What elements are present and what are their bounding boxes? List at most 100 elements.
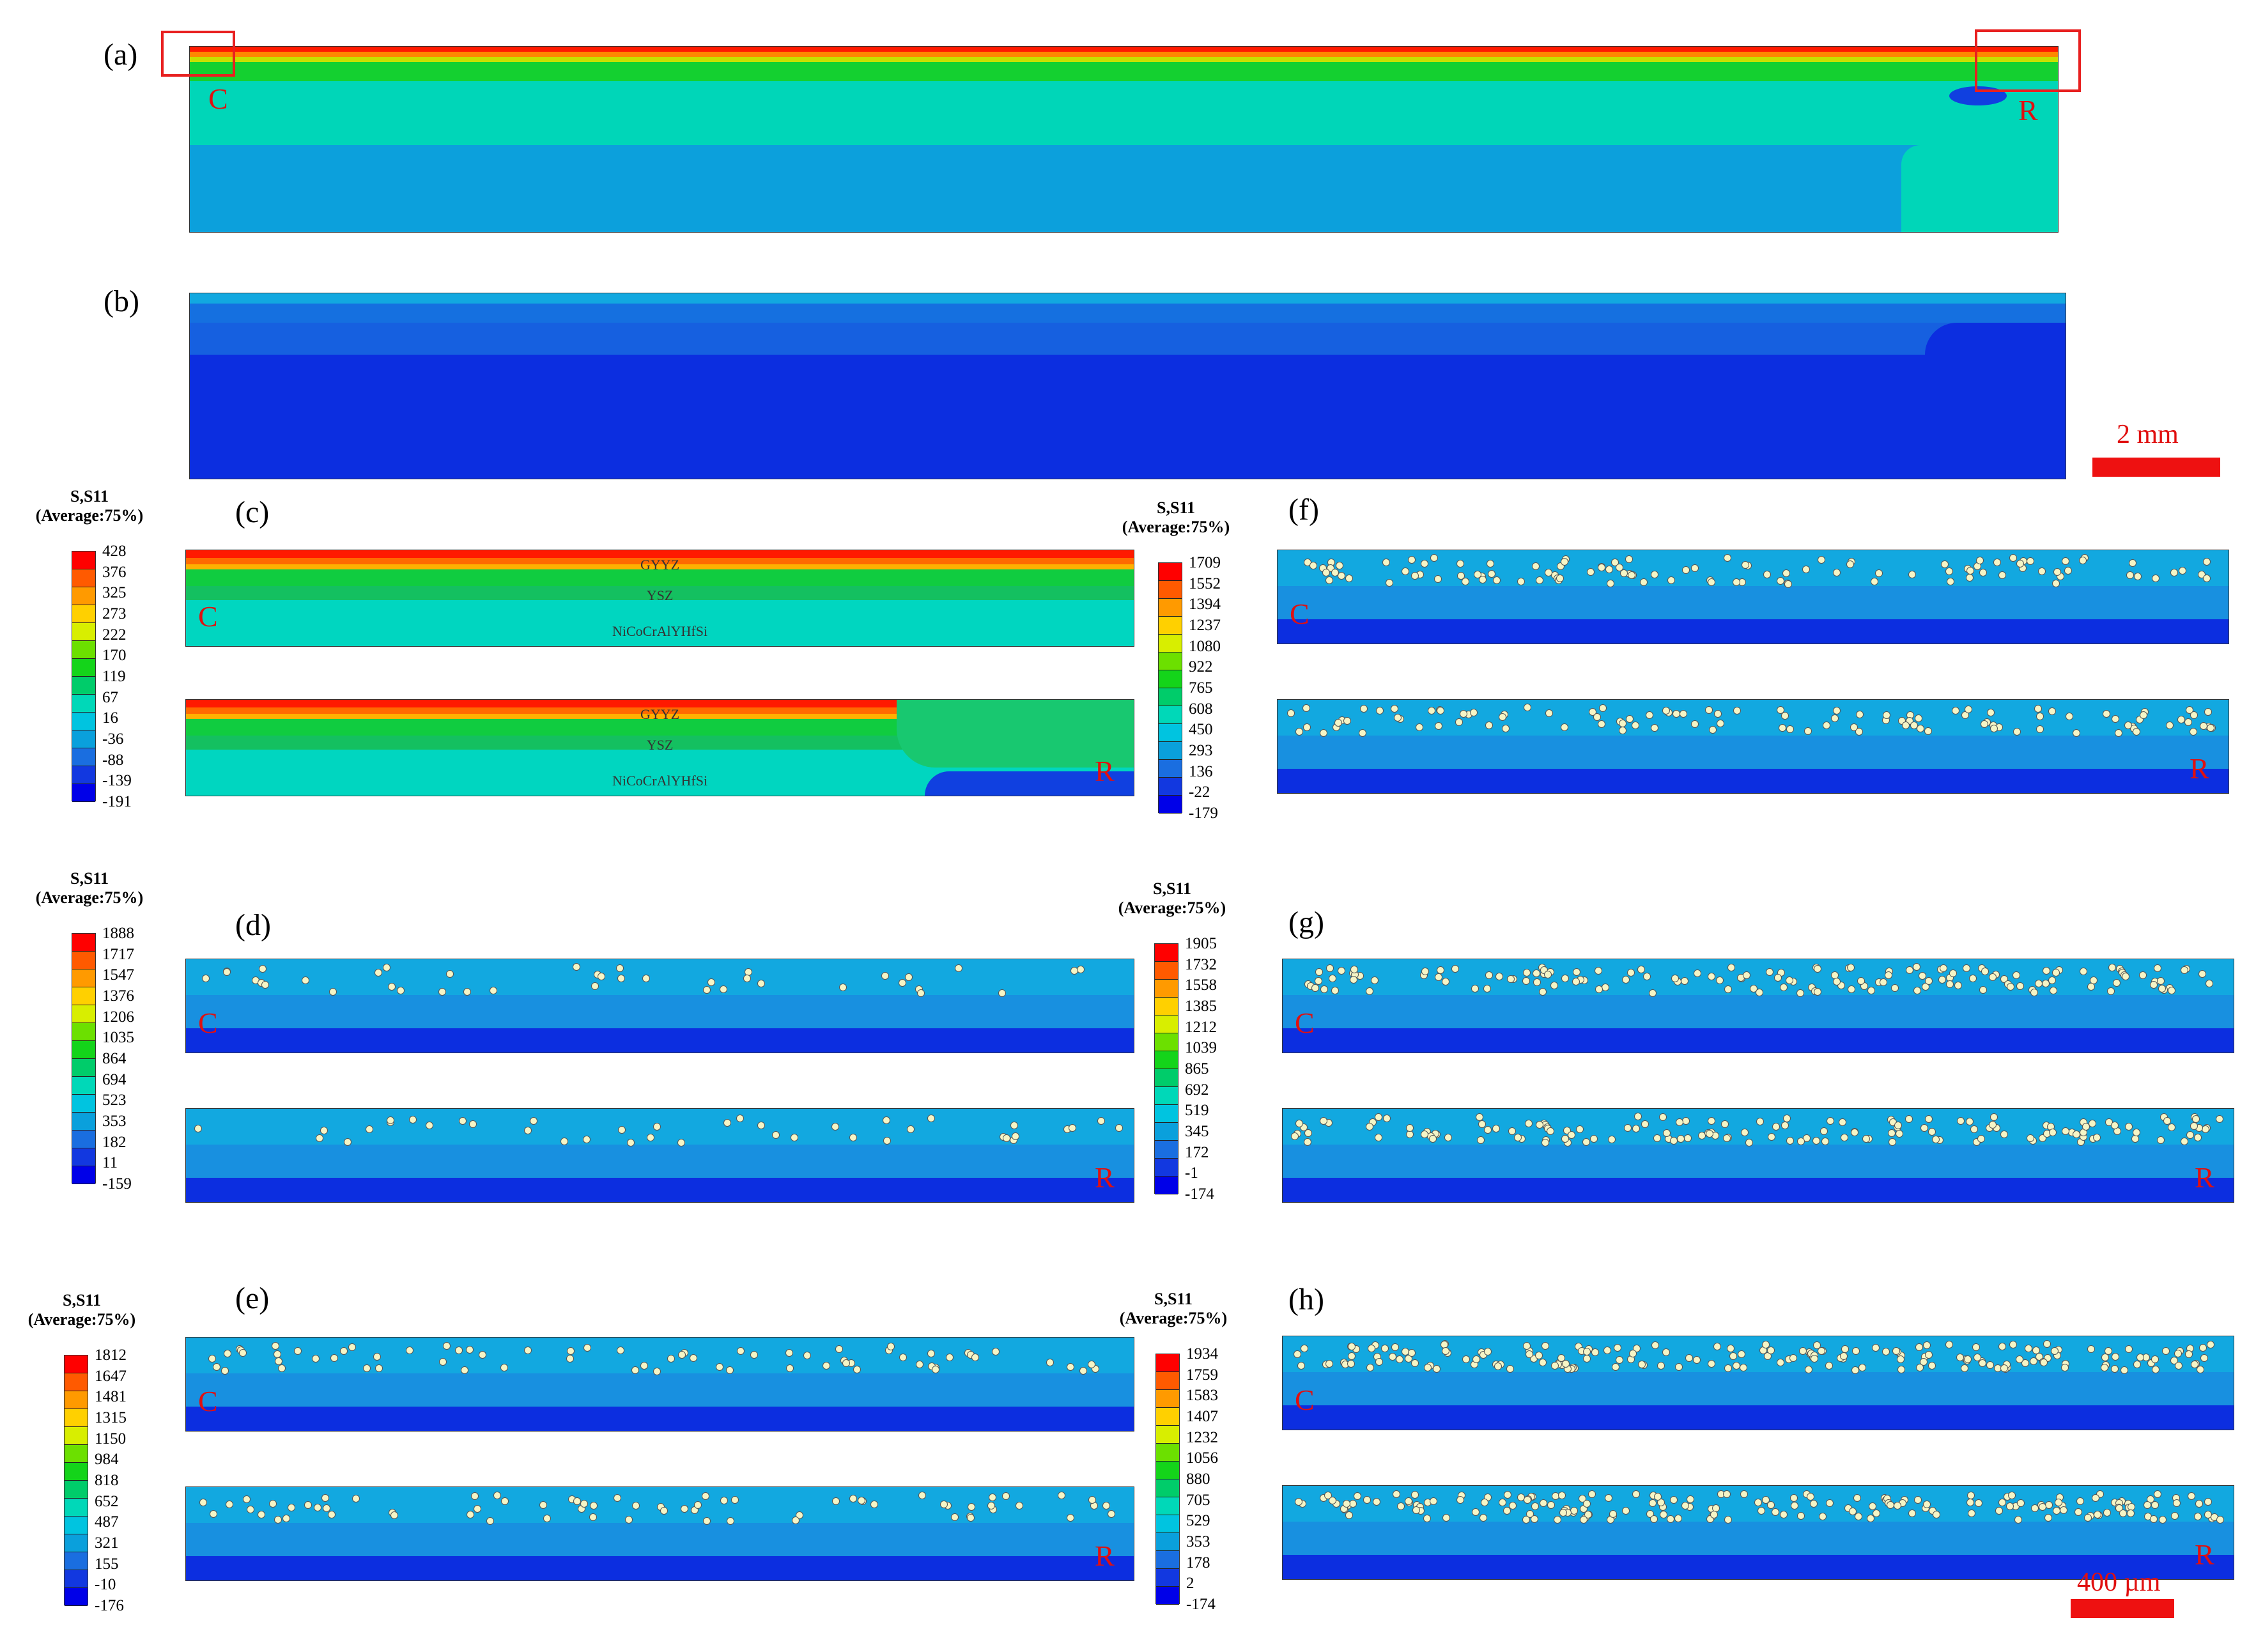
particle-dot xyxy=(1397,1502,1405,1511)
particle-dot xyxy=(1653,1134,1662,1142)
particle-dot xyxy=(1716,719,1724,727)
particle-dot xyxy=(1916,724,1924,732)
particle-dot xyxy=(1928,1127,1936,1136)
particle-dot xyxy=(1913,1496,1922,1504)
particle-dot xyxy=(1850,1128,1858,1136)
panel-h-strip-1 xyxy=(1282,1336,2234,1430)
legend-swatch xyxy=(72,569,95,587)
particle-dot xyxy=(1611,1363,1619,1371)
particle-dot xyxy=(667,1355,676,1363)
particle-dot xyxy=(1456,1496,1464,1504)
particle-dot xyxy=(1485,971,1493,979)
stress-band xyxy=(186,564,1134,569)
particle-dot xyxy=(1350,975,1358,984)
particle-dot xyxy=(2151,1501,2159,1509)
particle-dot xyxy=(271,1342,279,1350)
legend-swatch xyxy=(1156,1372,1179,1390)
particle-dot xyxy=(2036,725,2044,733)
particle-dot xyxy=(2133,1361,2142,1368)
legend-swatch xyxy=(72,1005,95,1023)
particle-dot xyxy=(1363,1496,1371,1504)
legend-title-f: S,S11 (Average:75%) xyxy=(1112,498,1240,537)
legend-swatch xyxy=(1155,1105,1178,1123)
marker-c-d-1: C xyxy=(198,1007,218,1039)
particle-dot xyxy=(1727,963,1735,971)
legend-swatch xyxy=(65,1355,88,1373)
particle-dot xyxy=(1615,564,1623,572)
legend-title-line1: S,S11 xyxy=(63,1291,101,1309)
particle-dot xyxy=(1499,713,1507,722)
particle-dot xyxy=(736,1114,745,1122)
legend-swatch xyxy=(1155,1123,1178,1141)
particle-dot xyxy=(2195,1500,2204,1508)
particle-dot xyxy=(2168,986,2176,994)
particle-dot xyxy=(1366,987,1374,995)
particle-dot xyxy=(998,989,1006,997)
particle-dot xyxy=(1670,1495,1678,1504)
particle-dot xyxy=(2203,557,2211,566)
particle-dot xyxy=(2163,1116,2171,1125)
particle-dot xyxy=(2215,1115,2223,1123)
legend-tick-label: 1056 xyxy=(1186,1449,1218,1467)
legend-tick-label: 519 xyxy=(1185,1102,1209,1120)
particle-dot xyxy=(1966,1499,1974,1507)
particle-dot xyxy=(1295,1120,1304,1128)
particle-dot xyxy=(539,1501,547,1509)
particle-dot xyxy=(589,1502,598,1510)
particle-dot xyxy=(2094,1510,2102,1518)
particle-dot xyxy=(1416,723,1424,732)
particle-dot xyxy=(1067,1513,1075,1522)
legend-swatch xyxy=(1159,617,1182,635)
particle-dot xyxy=(2009,1340,2017,1348)
particle-dot xyxy=(1428,1135,1437,1143)
particle-dot xyxy=(835,1345,843,1354)
particle-dot xyxy=(2119,1509,2128,1517)
particle-dot xyxy=(1473,571,1481,579)
particle-dot xyxy=(723,1119,731,1127)
particle-dot xyxy=(1915,1343,1923,1352)
particle-dot xyxy=(2140,711,2148,719)
particle-dot xyxy=(1831,714,1839,723)
particle-dot xyxy=(1358,729,1366,737)
legend-swatch xyxy=(72,1077,95,1095)
particle-dot xyxy=(1720,1120,1729,1129)
particle-dot xyxy=(1989,1121,1997,1129)
stress-band xyxy=(186,1338,1134,1374)
stress-band xyxy=(1283,1405,2234,1430)
legend-swatch xyxy=(72,1059,95,1077)
particle-dot xyxy=(2103,1508,2112,1517)
particle-dot xyxy=(1774,973,1782,982)
legend-tick-label: 1150 xyxy=(95,1430,127,1447)
particle-dot xyxy=(1989,725,1998,733)
particle-dot xyxy=(242,1495,251,1503)
particle-dot xyxy=(1534,1352,1543,1360)
legend-tick-label: 178 xyxy=(1186,1554,1210,1571)
particle-dot xyxy=(1986,708,1995,716)
particle-dot xyxy=(1523,704,1531,712)
particle-dot xyxy=(1852,1347,1860,1355)
particle-dot xyxy=(1833,706,1841,714)
particle-dot xyxy=(438,987,446,996)
particle-dot xyxy=(1708,973,1716,981)
particle-dot xyxy=(1940,560,1949,569)
particle-dot xyxy=(2194,1513,2202,1521)
edge-stress-zone xyxy=(896,700,1134,768)
particle-dot xyxy=(1012,1132,1020,1140)
particle-dot xyxy=(1437,706,1445,714)
particle-dot xyxy=(1632,1490,1641,1499)
particle-dot xyxy=(2124,721,2132,729)
particle-dot xyxy=(566,1355,574,1363)
particle-dot xyxy=(2168,1123,2176,1132)
particle-dot xyxy=(726,1517,734,1525)
stress-band xyxy=(186,1523,1134,1557)
particle-dot xyxy=(1625,555,1634,563)
particle-dot xyxy=(1674,1514,1682,1522)
particle-dot xyxy=(1609,1510,1617,1518)
particle-dot xyxy=(2189,727,2197,736)
panel-a-contour xyxy=(189,46,2059,233)
particle-dot xyxy=(1738,1350,1746,1358)
particle-dot xyxy=(1494,1363,1502,1371)
particle-dot xyxy=(1541,1341,1549,1350)
particle-dot xyxy=(1679,710,1687,718)
particle-dot xyxy=(2162,1347,2170,1355)
